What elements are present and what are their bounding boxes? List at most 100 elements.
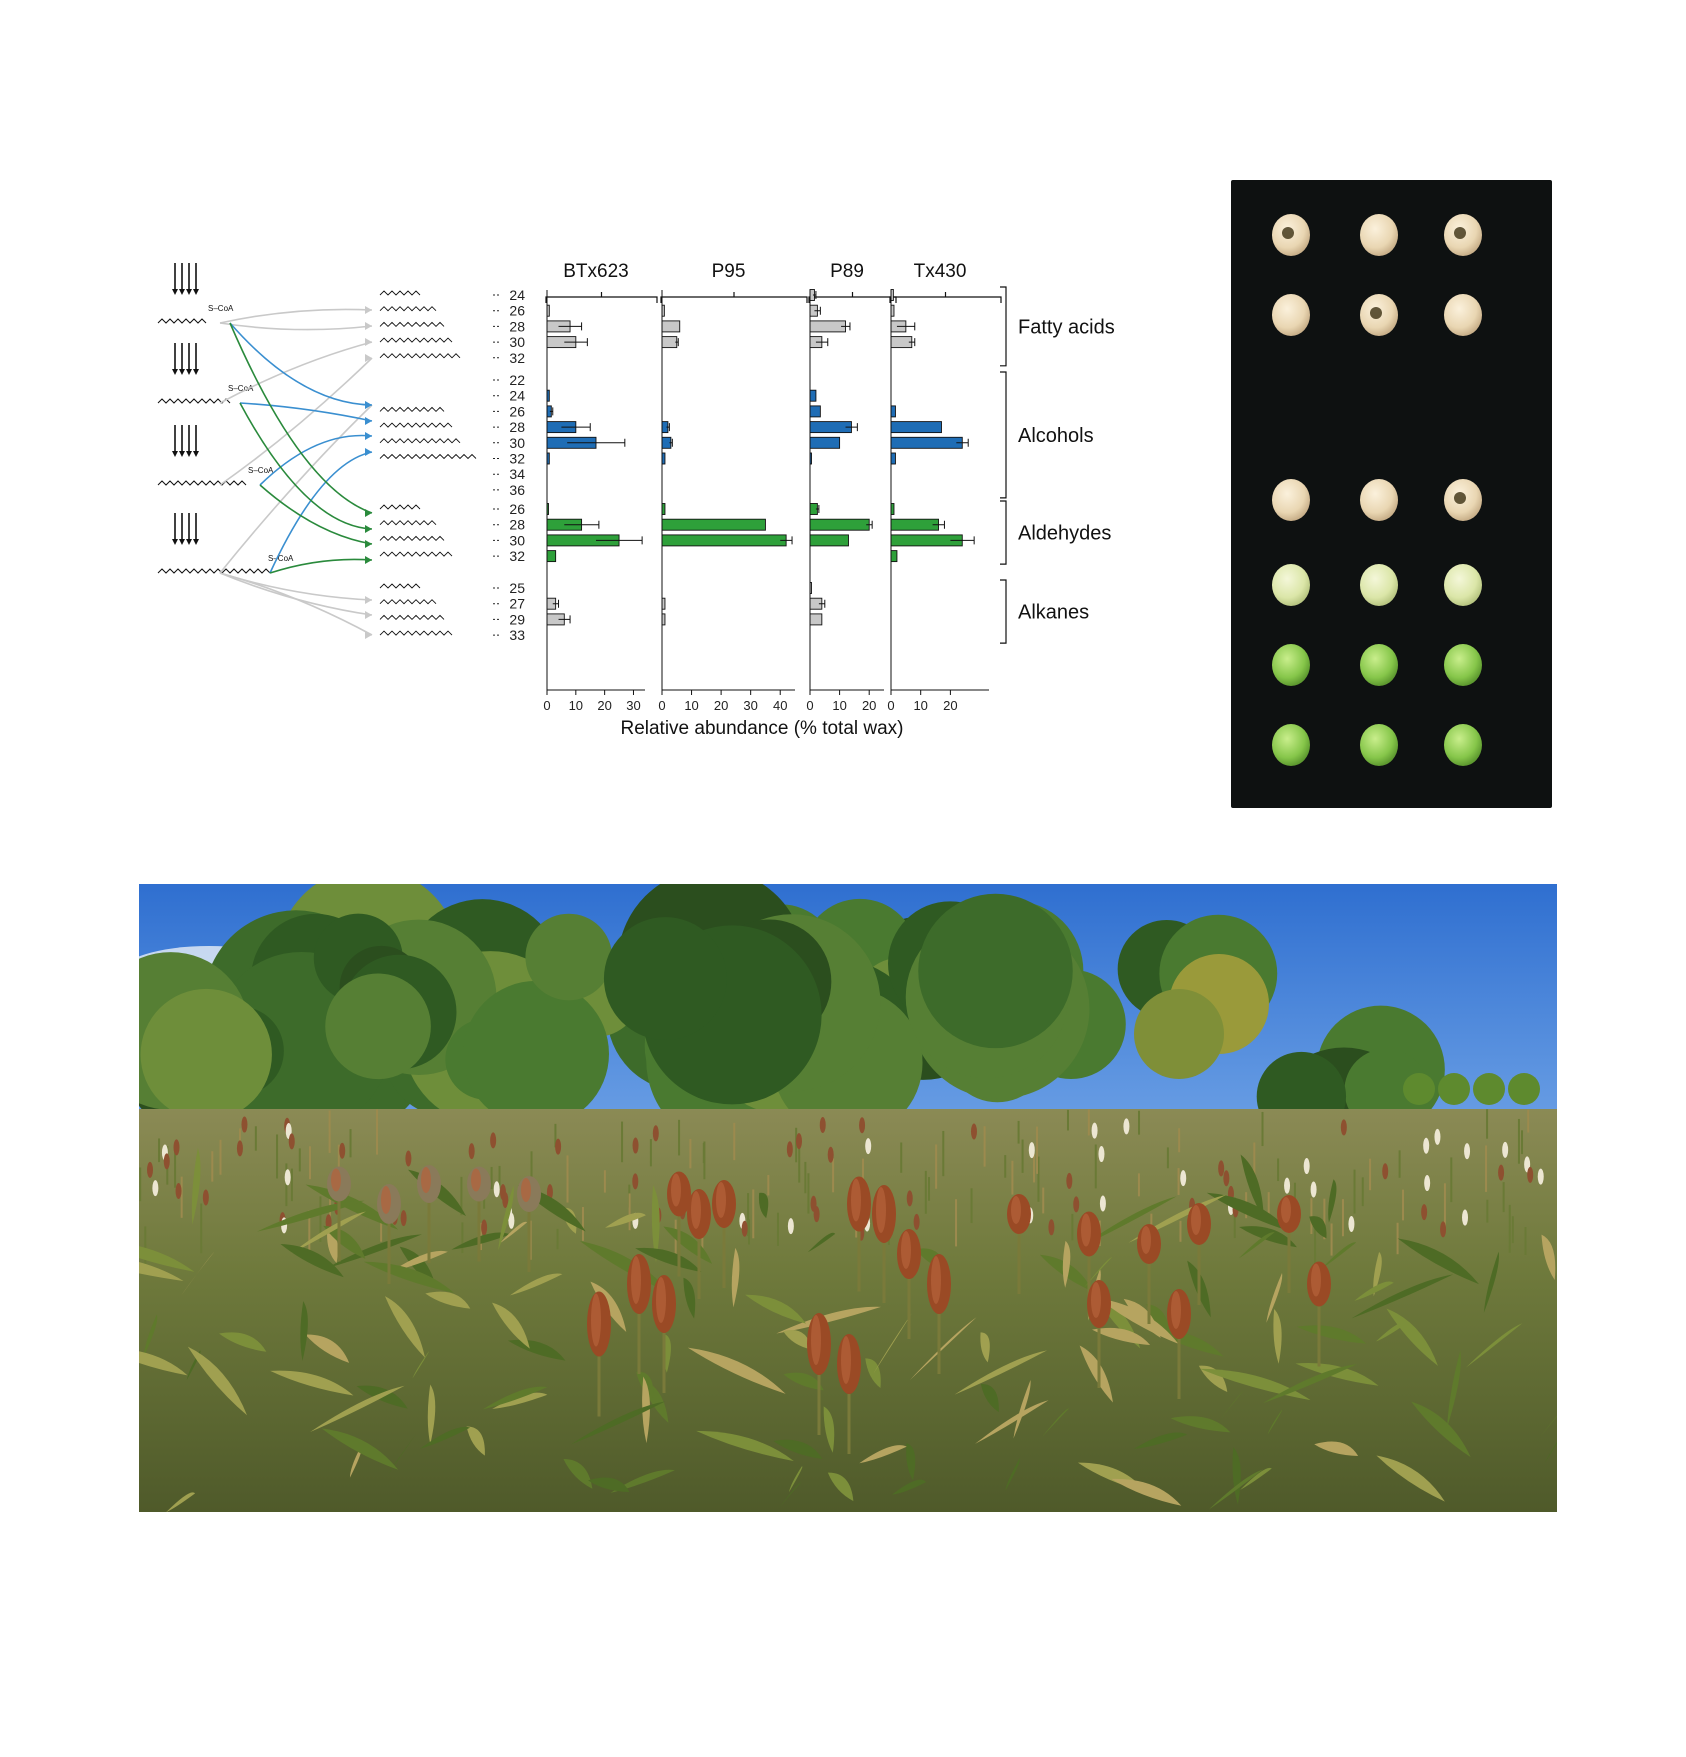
error-bar <box>669 438 673 447</box>
distant-sorghum-head <box>1284 1177 1291 1194</box>
grass <box>349 1129 352 1158</box>
row-label: 30 <box>509 532 525 548</box>
arrowhead <box>186 289 192 295</box>
sorghum-leaf <box>1328 1179 1337 1223</box>
error-bar <box>812 291 817 299</box>
grass <box>308 1210 311 1255</box>
x-axis-label: Relative abundance (% total wax) <box>620 718 903 739</box>
distant-sorghum-head <box>147 1161 154 1178</box>
sorghum-leaf <box>1376 1322 1407 1342</box>
product-chain <box>379 406 445 413</box>
sorghum-leaf <box>391 1250 448 1272</box>
pathway-arrow <box>239 402 373 530</box>
grass <box>329 1195 332 1234</box>
panicle-highlight <box>876 1187 886 1233</box>
panicle-highlight <box>1141 1226 1151 1254</box>
sorghum-leaf <box>509 1273 563 1296</box>
x-tick-label: 30 <box>743 698 757 713</box>
sorghum-leaf <box>507 1339 566 1361</box>
seed <box>1360 479 1398 521</box>
grass <box>581 1207 584 1241</box>
arrowhead <box>193 369 199 375</box>
bar <box>809 613 823 626</box>
sorghum-leaf <box>166 1492 196 1512</box>
distant-sorghum-head <box>795 1133 802 1150</box>
grass <box>621 1121 624 1163</box>
wax-chart: S–CoA S–CoA S–CoA S–CoA BTx623 P95 P89 Tx430 24… <box>157 261 1115 739</box>
arrowhead <box>186 539 192 545</box>
group-label: Aldehydes <box>1018 523 1111 545</box>
distant-sorghum-head <box>1537 1168 1544 1185</box>
sorghum-leaf <box>906 1443 916 1481</box>
grass <box>674 1219 677 1263</box>
sorghum-leaf <box>1351 1274 1454 1319</box>
error-bar <box>675 338 679 347</box>
bar <box>890 436 963 449</box>
row-label: 28 <box>509 517 525 533</box>
grass <box>180 1176 183 1218</box>
biosynthesis-pathway-diagram: S–CoA S–CoA S–CoA S–CoA <box>157 263 477 639</box>
panel-brace <box>889 292 1002 303</box>
pathway-arrow <box>259 434 373 486</box>
grass <box>1277 1158 1280 1182</box>
distant-sorghum-head <box>490 1132 497 1149</box>
grass <box>498 1165 501 1189</box>
distant-sorghum-head <box>1180 1170 1187 1187</box>
seed-embryo <box>1370 307 1382 319</box>
distant-sorghum-head <box>284 1169 291 1186</box>
pathway-arrow <box>219 357 373 486</box>
error-bar <box>561 423 591 432</box>
seed <box>1272 724 1310 766</box>
sorghum-leaf <box>783 1329 812 1350</box>
sorghum-leaf <box>571 1401 666 1445</box>
sorghum-leaf <box>305 1334 350 1363</box>
grass <box>1037 1156 1040 1202</box>
acyl-coa-chain <box>157 398 231 404</box>
x-tick-label: 20 <box>597 698 611 713</box>
arrowhead <box>193 451 199 457</box>
seed <box>1444 564 1482 606</box>
sorghum-leaf <box>610 1469 675 1493</box>
arrowhead <box>193 539 199 545</box>
row-label: 25 <box>509 580 525 596</box>
pathway-arrow <box>269 558 373 574</box>
sorghum-leaf <box>1170 1416 1231 1433</box>
panel-brace <box>545 292 658 303</box>
sorghum-leaf <box>873 1313 912 1374</box>
arrowhead <box>179 289 185 295</box>
seed <box>1360 644 1398 686</box>
bar <box>809 534 849 547</box>
x-tick-label: 20 <box>862 698 876 713</box>
sorghum-leaf <box>1483 1251 1499 1313</box>
x-tick-label: 0 <box>543 698 550 713</box>
panicle-highlight <box>671 1173 681 1207</box>
error-bar <box>780 536 793 545</box>
sorghum-leaf <box>1465 1323 1523 1368</box>
distant-sorghum-head <box>1091 1122 1098 1139</box>
sorghum-leaf <box>1263 1364 1357 1404</box>
sorghum-leaf <box>498 1185 514 1251</box>
bar <box>890 518 939 531</box>
distant-sorghum-head <box>1382 1163 1389 1180</box>
distant-sorghum-head <box>555 1138 562 1155</box>
distant-sorghum-head <box>202 1189 209 1206</box>
sorghum-leaf <box>326 1234 422 1269</box>
seed <box>1272 644 1310 686</box>
panicle-highlight <box>421 1167 431 1193</box>
sorghum-leaf <box>1273 1309 1282 1364</box>
acyl-coa-chain <box>157 318 207 324</box>
sorghum-leaf <box>1267 1409 1283 1435</box>
seed-embryo <box>1454 227 1466 239</box>
grass <box>1177 1168 1180 1195</box>
panicle-highlight <box>716 1182 726 1218</box>
distant-sorghum-head <box>1421 1204 1428 1221</box>
grass <box>1021 1139 1024 1173</box>
grass <box>703 1141 706 1180</box>
grass <box>319 1196 322 1242</box>
sorghum-leaf <box>280 1243 344 1278</box>
grass <box>174 1150 177 1188</box>
row-label: 24 <box>509 388 525 404</box>
grass <box>795 1127 798 1163</box>
group-label: Alcohols <box>1018 425 1094 447</box>
arrowhead <box>365 448 372 456</box>
